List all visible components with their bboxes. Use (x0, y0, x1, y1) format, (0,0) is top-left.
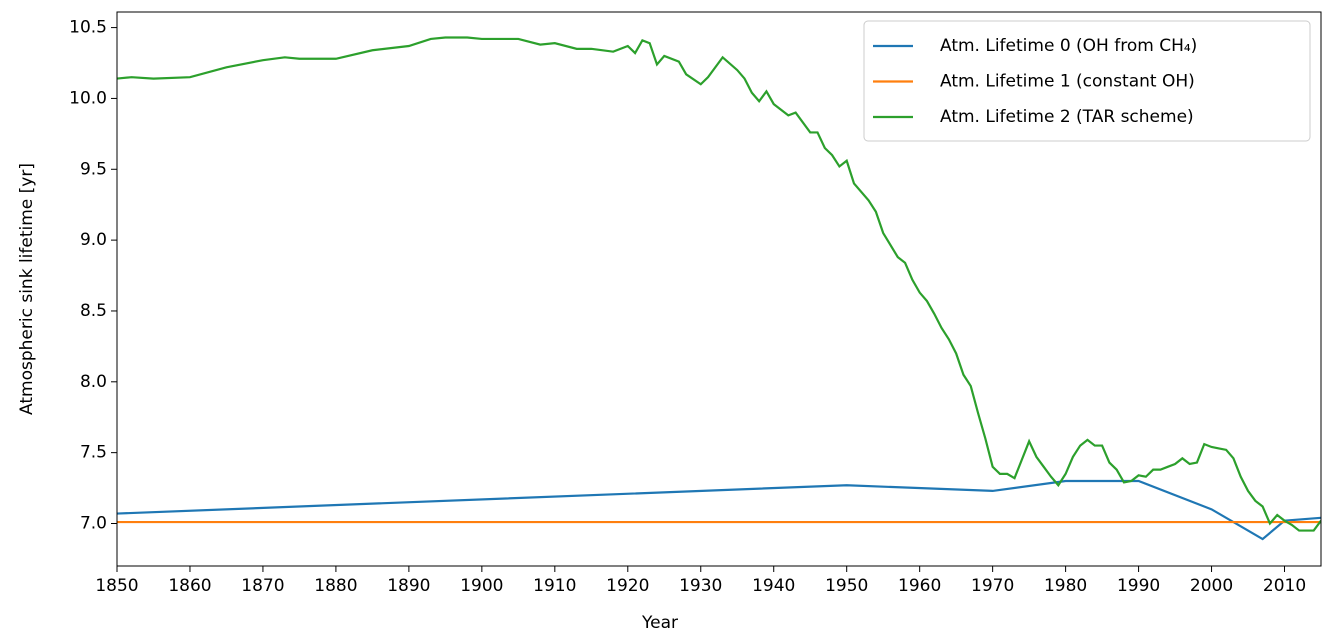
axes-frame (116, 11, 1322, 567)
plot-area (117, 36, 1321, 541)
y-tick-label: 7.5 (80, 443, 107, 463)
x-tick-label: 1940 (752, 576, 795, 596)
y-axis-label: Atmospheric sink lifetime [yr] (17, 163, 37, 415)
y-tick-label: 7.0 (80, 513, 107, 533)
x-tick-label: 2010 (1263, 576, 1306, 596)
y-tick-label: 8.5 (80, 301, 107, 321)
y-tick-label: 9.0 (80, 230, 107, 250)
legend-label: Atm. Lifetime 2 (TAR scheme) (940, 107, 1194, 127)
x-tick-label: 1880 (314, 576, 357, 596)
x-tick-label: 1930 (679, 576, 722, 596)
x-tick-label: 1960 (898, 576, 941, 596)
x-tick-label: 1910 (533, 576, 576, 596)
x-tick-label: 1860 (168, 576, 211, 596)
y-tick-label: 9.5 (80, 159, 107, 179)
x-tick-label: 1990 (1117, 576, 1160, 596)
legend-label: Atm. Lifetime 0 (OH from CH₄) (940, 36, 1197, 56)
x-tick-label: 1920 (606, 576, 649, 596)
x-axis-label: Year (641, 613, 678, 633)
y-tick-label: 10.0 (69, 88, 107, 108)
legend-box (863, 20, 1311, 142)
x-tick-label: 1980 (1044, 576, 1087, 596)
legend-label: Atm. Lifetime 1 (constant OH) (940, 72, 1195, 92)
x-tick-label: 1850 (95, 576, 138, 596)
series-line (117, 36, 1321, 532)
x-tick-label: 1900 (460, 576, 503, 596)
y-tick-label: 8.0 (80, 372, 107, 392)
legend: Atm. Lifetime 0 (OH from CH₄) Atm. Lifeti… (863, 20, 1311, 142)
x-tick-label: 1950 (825, 576, 868, 596)
x-tick-label: 2000 (1190, 576, 1233, 596)
series-line (117, 479, 1321, 541)
x-tick-label: 1870 (241, 576, 284, 596)
x-tick-label: 1890 (387, 576, 430, 596)
x-tick-label: 1970 (971, 576, 1014, 596)
y-tick-label: 10.5 (69, 18, 107, 38)
